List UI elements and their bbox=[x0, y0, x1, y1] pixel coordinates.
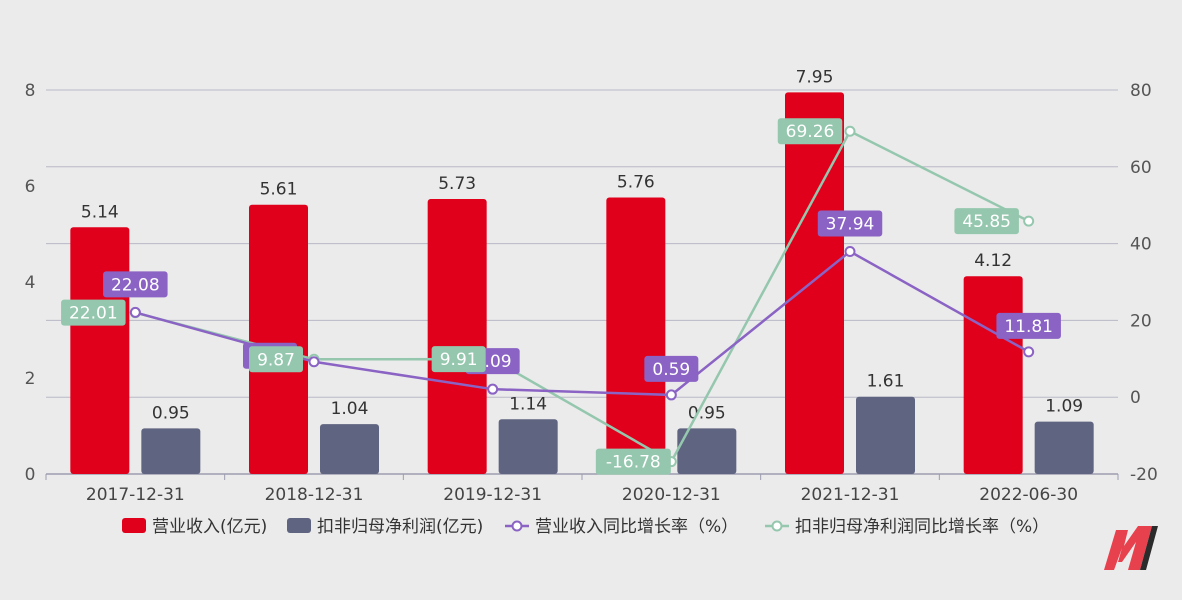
legend-marker bbox=[511, 520, 523, 532]
bar bbox=[427, 198, 487, 474]
x-axis-tick-label: 2021-12-31 bbox=[801, 485, 900, 505]
line-data-label-box bbox=[777, 118, 843, 145]
line-point bbox=[1023, 346, 1035, 358]
bar bbox=[785, 92, 844, 475]
bar bbox=[677, 428, 737, 474]
line-data-label: 69.26 bbox=[786, 122, 835, 142]
bar bbox=[963, 276, 1023, 474]
line-point bbox=[844, 246, 856, 258]
right-axis-tick-label: 80 bbox=[1130, 81, 1152, 101]
left-axis-tick-label: 0 bbox=[25, 465, 36, 485]
bar-data-label: 5.14 bbox=[81, 202, 119, 222]
bar bbox=[498, 419, 558, 474]
left-axis-tick-label: 2 bbox=[25, 369, 36, 389]
x-axis-tick-label: 2020-12-31 bbox=[622, 485, 721, 505]
line-data-label-box bbox=[249, 346, 303, 373]
line-data-label-box bbox=[996, 312, 1061, 339]
legend-label: 扣非归母净利润同比增长率（%） bbox=[795, 517, 1049, 537]
right-axis-tick-label: 0 bbox=[1130, 388, 1141, 408]
legend-marker bbox=[771, 520, 783, 532]
legend-label: 营业收入(亿元) bbox=[152, 517, 267, 537]
right-axis-tick-label: -20 bbox=[1130, 465, 1158, 485]
bar-data-label: 0.95 bbox=[688, 403, 726, 423]
left-axis-tick-label: 6 bbox=[25, 177, 36, 197]
left-axis-tick-label: 4 bbox=[25, 273, 36, 293]
bar-data-label: 1.09 bbox=[1045, 397, 1083, 417]
line-point bbox=[308, 356, 320, 368]
bar bbox=[606, 197, 666, 474]
line-data-label-box bbox=[595, 448, 671, 475]
bar bbox=[320, 424, 379, 474]
line-point bbox=[1023, 215, 1035, 227]
bar-data-label: 1.61 bbox=[867, 372, 905, 392]
legend-label: 营业收入同比增长率（%） bbox=[535, 517, 738, 537]
bar-data-label: 4.12 bbox=[974, 251, 1012, 271]
bar-data-label: 5.76 bbox=[617, 173, 655, 193]
right-axis-tick-label: 20 bbox=[1130, 311, 1152, 331]
line-data-label-box bbox=[817, 210, 883, 237]
line-point bbox=[129, 306, 141, 318]
bar-data-label: 5.73 bbox=[438, 174, 476, 194]
bar-data-label: 7.95 bbox=[796, 67, 834, 87]
right-axis-tick-label: 60 bbox=[1130, 158, 1152, 178]
line-data-label: 45.85 bbox=[962, 212, 1011, 232]
bar bbox=[856, 396, 915, 474]
line-data-label-box bbox=[61, 299, 126, 326]
bar-data-label: 1.14 bbox=[509, 394, 547, 414]
bar-data-label: 5.61 bbox=[260, 180, 298, 200]
line-point bbox=[487, 383, 499, 395]
bar bbox=[1034, 421, 1094, 474]
x-axis-tick-label: 2018-12-31 bbox=[265, 485, 364, 505]
line-data-label: 9.87 bbox=[257, 350, 295, 370]
left-axis-tick-label: 8 bbox=[25, 81, 36, 101]
line-point bbox=[665, 389, 677, 401]
brand-logo bbox=[1104, 526, 1158, 570]
bar bbox=[141, 428, 201, 474]
line-data-label-box bbox=[431, 346, 486, 373]
line-data-label-box bbox=[954, 208, 1019, 235]
line-data-label: 22.01 bbox=[69, 304, 118, 324]
bar bbox=[249, 204, 308, 474]
line-data-label: 37.94 bbox=[826, 215, 875, 235]
legend-label: 扣非归母净利润(亿元) bbox=[317, 517, 483, 537]
line-data-label: 0.59 bbox=[652, 360, 690, 380]
legend-swatch bbox=[122, 518, 146, 533]
line-point bbox=[844, 125, 856, 137]
line-data-label: 9.91 bbox=[440, 350, 478, 370]
right-axis-tick-label: 40 bbox=[1130, 235, 1152, 255]
bar-data-label: 0.95 bbox=[152, 403, 190, 423]
x-axis-tick-label: 2017-12-31 bbox=[86, 485, 185, 505]
x-axis-tick-label: 2022-06-30 bbox=[979, 485, 1078, 505]
bar-data-label: 1.04 bbox=[331, 399, 369, 419]
bar bbox=[70, 227, 130, 474]
line-data-label: 22.08 bbox=[111, 275, 160, 295]
line-data-label-box bbox=[103, 271, 168, 298]
x-axis-tick-label: 2019-12-31 bbox=[443, 485, 542, 505]
line-data-label: 11.81 bbox=[1004, 317, 1053, 337]
line-data-label-box bbox=[644, 355, 699, 382]
line-data-label: -16.78 bbox=[606, 453, 661, 473]
legend-swatch bbox=[287, 518, 311, 533]
